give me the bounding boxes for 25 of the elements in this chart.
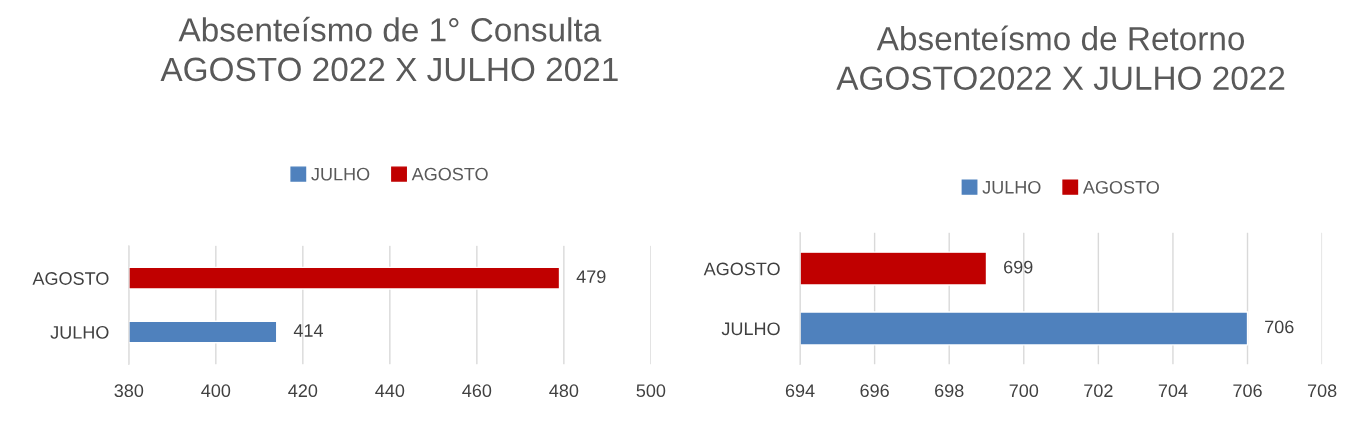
data-label: 706 <box>1265 320 1294 334</box>
data-label: 414 <box>293 324 323 337</box>
x-tick-label: 698 <box>935 384 964 398</box>
x-tick-label: 380 <box>114 384 144 398</box>
x-tick-label: 700 <box>1009 384 1039 398</box>
x-tick-label: 440 <box>375 384 405 398</box>
x-tick-label: 480 <box>549 384 579 398</box>
x-tick-label: 696 <box>860 384 889 398</box>
legend-label: JULHO <box>311 167 370 181</box>
chart-title: Absenteísmo de Retorno AGOSTO2022 X JULHO 2022 <box>836 25 1285 90</box>
data-label: 699 <box>1004 260 1033 274</box>
legend-label: JULHO <box>982 180 1041 194</box>
x-tick-label: 706 <box>1233 384 1262 398</box>
legend-label: AGOSTO <box>1082 180 1159 194</box>
x-tick-label: 460 <box>462 384 492 398</box>
x-tick-label: 500 <box>636 384 666 398</box>
x-tick-label: 694 <box>785 384 815 398</box>
legend-label: AGOSTO <box>411 167 488 181</box>
x-tick-label: 702 <box>1084 384 1113 398</box>
x-tick-label: 400 <box>201 384 231 398</box>
x-tick-label: 708 <box>1307 384 1337 398</box>
x-tick-label: 704 <box>1158 384 1188 398</box>
chart-title: Absenteísmo de 1° Consulta AGOSTO 2022 X JULHO 2021 <box>160 16 618 82</box>
x-tick-label: 420 <box>288 384 318 398</box>
data-label: 479 <box>576 270 606 284</box>
